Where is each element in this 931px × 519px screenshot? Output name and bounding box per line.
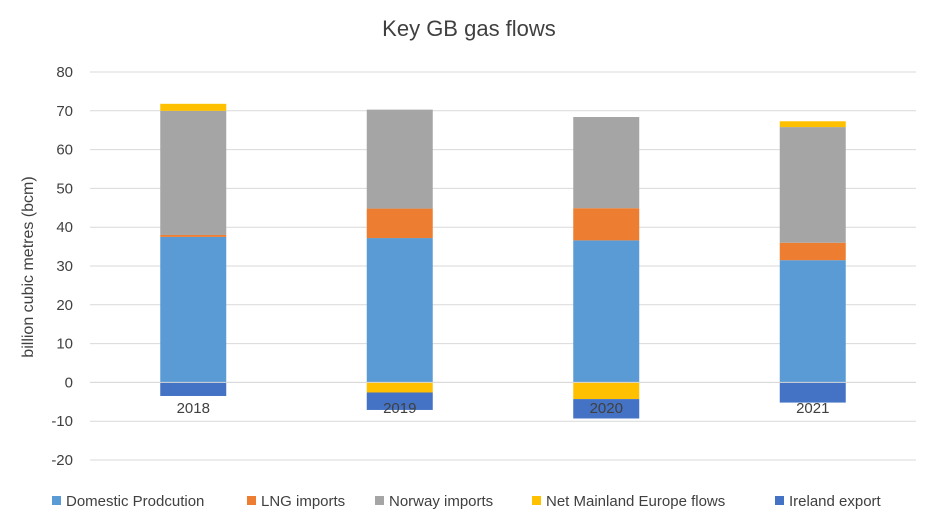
legend-label: LNG imports — [261, 493, 345, 510]
legend-item: Ireland export — [775, 493, 882, 510]
legend-swatch — [52, 496, 61, 505]
bar-lng-imports-2020 — [573, 208, 640, 241]
x-axis-categories: 2018 2019 2020 2021 — [177, 400, 830, 417]
bar-norway-imports-2018 — [160, 110, 227, 235]
y-tick-label: 20 — [56, 297, 73, 314]
bar-lng-imports-2019 — [366, 208, 433, 239]
legend-item: Norway imports — [375, 493, 493, 510]
bar-ireland-export-2019 — [366, 392, 433, 410]
bar-net-mainland-europe-flows-2020 — [573, 382, 640, 400]
bar-domestic-prodcution-2021 — [779, 260, 846, 383]
bar-net-mainland-europe-flows-2018 — [160, 103, 227, 111]
y-tick-label: 10 — [56, 336, 73, 353]
legend-label: Ireland export — [789, 493, 882, 510]
y-tick-label: -20 — [51, 452, 73, 469]
bar-net-mainland-europe-flows-2019 — [366, 382, 433, 393]
bar-norway-imports-2019 — [366, 109, 433, 209]
y-tick-label: 60 — [56, 142, 73, 159]
y-tick-label: 30 — [56, 258, 73, 275]
bar-domestic-prodcution-2020 — [573, 240, 640, 383]
bar-ireland-export-2021 — [779, 382, 846, 403]
legend-item: Domestic Prodcution — [52, 493, 204, 510]
chart-title: Key GB gas flows — [382, 16, 556, 41]
y-tick-label: 40 — [56, 219, 73, 236]
legend: Domestic Prodcution LNG imports Norway imp… — [52, 493, 882, 510]
bar-ireland-export-2020 — [573, 399, 640, 419]
y-tick-label: -10 — [51, 413, 73, 430]
legend-label: Norway imports — [389, 493, 493, 510]
bar-ireland-export-2018 — [160, 382, 227, 396]
x-category-label: 2020 — [590, 400, 623, 417]
legend-swatch — [775, 496, 784, 505]
y-tick-label: 80 — [56, 64, 73, 81]
legend-label: Net Mainland Europe flows — [546, 493, 725, 510]
y-tick-label: 50 — [56, 180, 73, 197]
x-category-label: 2021 — [796, 400, 829, 417]
bar-norway-imports-2021 — [779, 127, 846, 243]
y-axis-ticks: -20 -10 0 10 20 30 40 50 60 70 80 — [51, 64, 73, 469]
legend-swatch — [247, 496, 256, 505]
bar-lng-imports-2021 — [779, 242, 846, 261]
x-category-label: 2018 — [177, 400, 210, 417]
legend-item: Net Mainland Europe flows — [532, 493, 725, 510]
bar-net-mainland-europe-flows-2021 — [779, 121, 846, 128]
y-tick-label: 70 — [56, 103, 73, 120]
bar-norway-imports-2020 — [573, 117, 640, 209]
legend-swatch — [375, 496, 384, 505]
y-axis-label: billion cubic metres (bcm) — [20, 176, 37, 357]
legend-swatch — [532, 496, 541, 505]
legend-item: LNG imports — [247, 493, 345, 510]
x-category-label: 2019 — [383, 400, 416, 417]
bars — [90, 103, 916, 419]
legend-label: Domestic Prodcution — [66, 493, 204, 510]
y-tick-label: 0 — [65, 374, 73, 391]
bar-domestic-prodcution-2019 — [366, 238, 433, 383]
bar-lng-imports-2018 — [160, 234, 227, 237]
bar-domestic-prodcution-2018 — [160, 236, 227, 383]
